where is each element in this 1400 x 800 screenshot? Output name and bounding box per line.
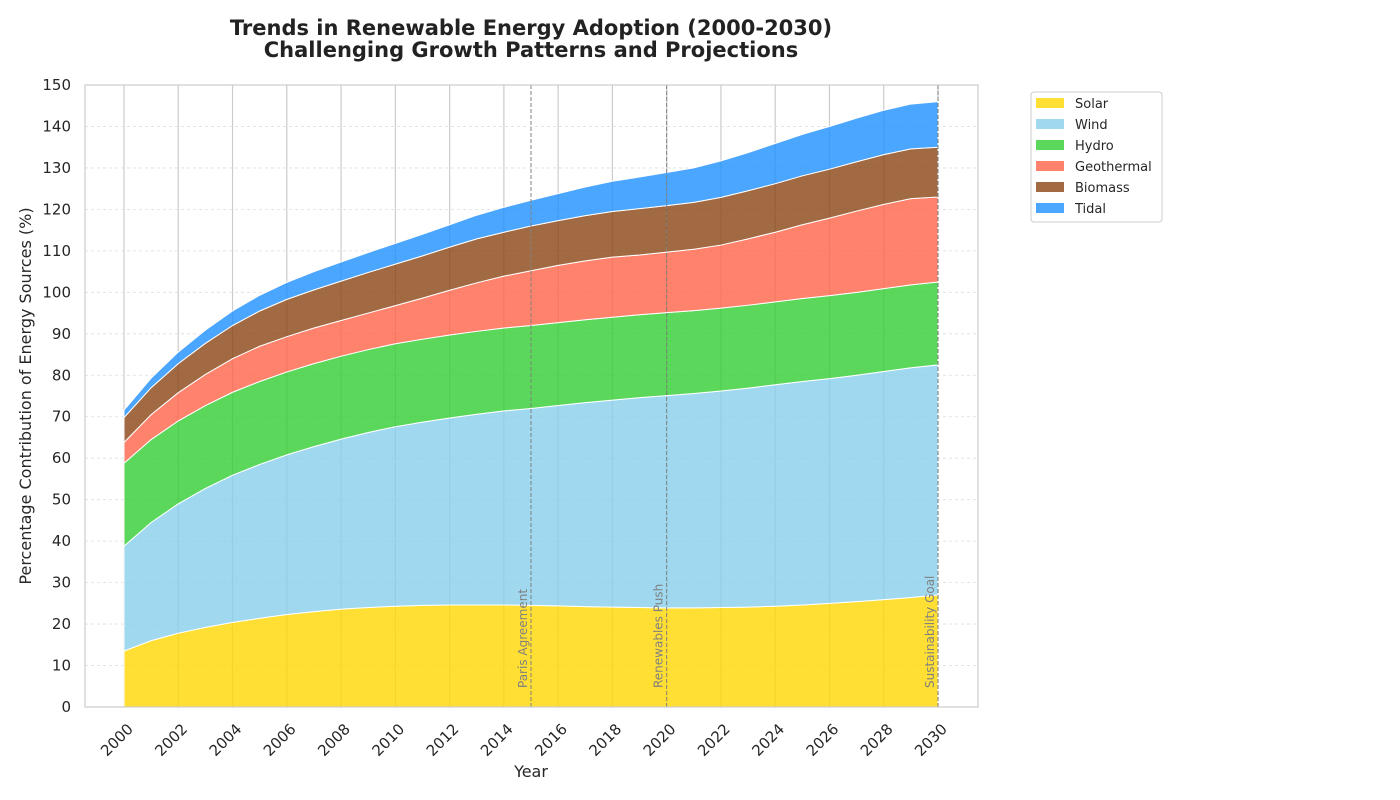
y-axis-label: Percentage Contribution of Energy Source… xyxy=(16,207,35,584)
x-tick-label: 2018 xyxy=(585,720,625,760)
legend-label-wind: Wind xyxy=(1075,118,1108,133)
y-tick-label: 80 xyxy=(52,366,71,384)
y-tick-label: 100 xyxy=(42,283,71,301)
legend-swatch-hydro xyxy=(1036,140,1064,150)
y-tick-label: 0 xyxy=(61,698,71,716)
y-tick-label: 110 xyxy=(42,242,71,260)
y-tick-label: 140 xyxy=(42,117,71,135)
x-tick-label: 2030 xyxy=(911,720,951,760)
plot-frame xyxy=(84,84,979,708)
legend-swatch-geothermal xyxy=(1036,161,1064,171)
y-tick-label: 70 xyxy=(52,408,71,426)
x-tick-label: 2024 xyxy=(748,720,788,760)
y-tick-label: 20 xyxy=(52,615,71,633)
x-tick-label: 2014 xyxy=(477,720,517,760)
x-tick-label: 2012 xyxy=(423,720,463,760)
x-tick-label: 2004 xyxy=(206,720,246,760)
legend-swatch-biomass xyxy=(1036,182,1064,192)
x-tick-label: 2020 xyxy=(640,720,680,760)
chart-subtitle: Challenging Growth Patterns and Projecti… xyxy=(264,38,798,62)
legend-label-biomass: Biomass xyxy=(1075,181,1130,196)
legend-label-geothermal: Geothermal xyxy=(1075,160,1152,175)
y-tick-label: 150 xyxy=(42,76,71,94)
y-tick-label: 50 xyxy=(52,491,71,509)
x-tick-label: 2028 xyxy=(857,720,897,760)
y-tick-label: 130 xyxy=(42,159,71,177)
x-tick-label: 2008 xyxy=(314,720,354,760)
x-tick-label: 2010 xyxy=(368,720,408,760)
legend-label-hydro: Hydro xyxy=(1075,139,1114,154)
legend-swatch-solar xyxy=(1036,98,1064,108)
y-tick-label: 40 xyxy=(52,532,71,550)
legend-swatch-tidal xyxy=(1036,203,1064,213)
x-tick-label: 2016 xyxy=(531,720,571,760)
annotation-label: Paris Agreement xyxy=(516,589,530,688)
x-tick-label: 2000 xyxy=(97,720,137,760)
x-tick-label: 2026 xyxy=(803,720,843,760)
x-tick-label: 2022 xyxy=(694,720,734,760)
x-tick-label: 2002 xyxy=(151,720,191,760)
y-tick-label: 60 xyxy=(52,449,71,467)
x-tick-labels: 2000 2002 2004 2006 2008 2010 2012 2014 2016 2018… xyxy=(97,720,951,760)
y-tick-label: 120 xyxy=(42,200,71,218)
y-tick-label: 30 xyxy=(52,574,71,592)
y-tick-labels: 0 10 20 30 40 50 60 70 80 90 100 110 120 130 140 150 xyxy=(42,76,71,716)
legend-label-solar: Solar xyxy=(1075,97,1109,112)
annotation-label: Sustainability Goal xyxy=(923,576,937,688)
y-tick-label: 90 xyxy=(52,325,71,343)
x-axis-label: Year xyxy=(513,762,548,781)
legend: Solar Wind Hydro Geothermal Biomass Tidal xyxy=(1030,91,1163,223)
y-tick-label: 10 xyxy=(52,657,71,675)
legend-label-tidal: Tidal xyxy=(1074,202,1106,217)
chart-title: Trends in Renewable Energy Adoption (200… xyxy=(230,16,832,40)
annotation-layer: Paris Agreement Renewables Push Sustainabi… xyxy=(516,85,939,707)
legend-swatch-wind xyxy=(1036,119,1064,129)
annotation-label: Renewables Push xyxy=(652,584,666,688)
x-tick-label: 2006 xyxy=(260,720,300,760)
